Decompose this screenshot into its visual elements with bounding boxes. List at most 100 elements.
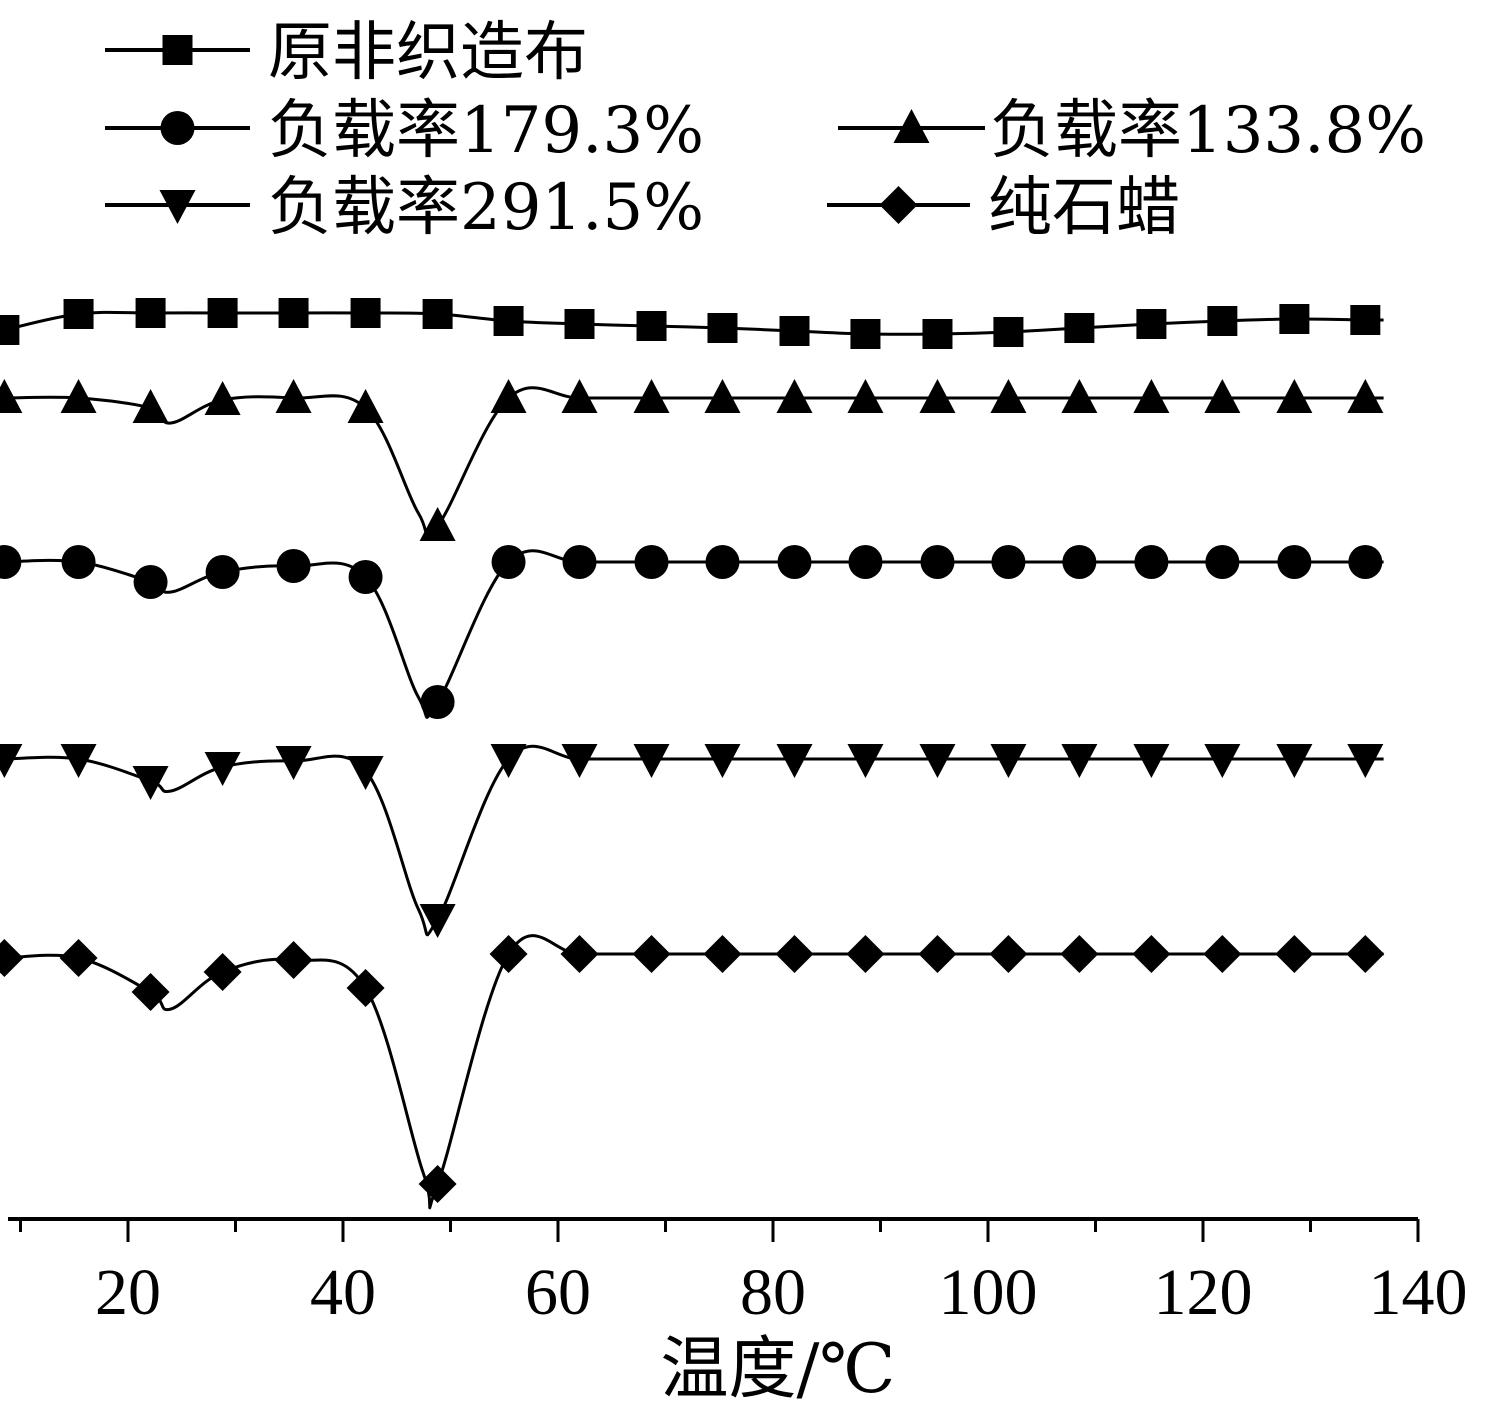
circle-marker (1348, 545, 1383, 579)
x-tick-label: 120 (1154, 1256, 1253, 1329)
diamond-marker (0, 939, 24, 977)
circle-marker (276, 549, 311, 583)
legend-triangle-down-marker (159, 190, 196, 224)
x-tick-label: 80 (740, 1256, 806, 1329)
triangle-down-marker (1347, 744, 1384, 778)
square-marker (422, 299, 453, 329)
legend-label: 纯石蜡 (988, 171, 1180, 245)
x-tick-label: 140 (1369, 1256, 1468, 1329)
diamond-marker (274, 941, 313, 979)
square-marker (564, 309, 595, 339)
diamond-marker (418, 1165, 457, 1203)
circle-marker (634, 545, 669, 579)
triangle-down-marker (847, 744, 884, 778)
legend-label: 负载率179.3% (268, 94, 704, 168)
legend-diamond-marker (879, 186, 918, 224)
triangle-down-marker (0, 744, 23, 778)
circle-marker (133, 565, 168, 599)
triangle-down-marker (990, 744, 1027, 778)
legend-entry: 原非织造布 (105, 16, 588, 90)
diamond-marker (989, 935, 1028, 973)
triangle-down-marker (919, 744, 956, 778)
triangle-up-marker (847, 379, 884, 413)
diamond-marker (131, 973, 170, 1011)
square-marker (993, 317, 1024, 347)
circle-marker (491, 545, 526, 579)
triangle-up-marker (132, 389, 169, 423)
square-marker (707, 313, 738, 343)
legend-label: 负载率291.5% (268, 171, 704, 245)
triangle-up-marker (1276, 379, 1313, 413)
diamond-marker (1132, 935, 1171, 973)
square-marker (493, 306, 524, 336)
triangle-up-marker (1133, 379, 1170, 413)
triangle-up-marker (1204, 379, 1241, 413)
legend-entry: 负载率291.5% (105, 171, 704, 245)
series-triangle-up (0, 379, 1384, 541)
series-square (0, 298, 1384, 349)
triangle-down-marker (704, 744, 741, 778)
triangle-down-marker (347, 756, 384, 790)
square-marker (922, 319, 953, 349)
triangle-down-marker (633, 744, 670, 778)
circle-marker (0, 545, 22, 579)
triangle-down-marker (204, 752, 241, 786)
triangle-down-marker (1276, 744, 1313, 778)
triangle-down-marker (60, 744, 97, 778)
legend-entry: 纯石蜡 (827, 171, 1180, 245)
triangle-up-marker (990, 379, 1027, 413)
diamond-marker (1346, 935, 1385, 973)
square-marker (135, 298, 166, 328)
legend-label: 原非织造布 (268, 16, 588, 90)
triangle-down-marker (490, 744, 527, 778)
x-tick-label: 60 (525, 1256, 591, 1329)
triangle-down-marker (776, 744, 813, 778)
circle-marker (991, 545, 1026, 579)
circle-marker (420, 685, 455, 719)
diamond-marker (1203, 935, 1242, 973)
triangle-up-marker (919, 379, 956, 413)
triangle-up-marker (633, 379, 670, 413)
legend-entry: 负载率133.8% (838, 94, 1426, 168)
triangle-down-marker (1061, 744, 1098, 778)
triangle-up-marker (0, 379, 23, 413)
series-triangle-down (0, 744, 1384, 938)
circle-marker (1277, 545, 1312, 579)
triangle-up-marker (419, 507, 456, 541)
circle-marker (61, 545, 96, 579)
diamond-marker (918, 935, 957, 973)
circle-marker (777, 545, 812, 579)
triangle-down-marker (561, 744, 598, 778)
x-tick-label: 100 (939, 1256, 1038, 1329)
diamond-marker (775, 935, 814, 973)
triangle-up-marker (490, 379, 527, 413)
triangle-up-marker (347, 389, 384, 423)
square-marker (850, 319, 881, 349)
triangle-up-marker (204, 381, 241, 415)
square-marker (1207, 306, 1238, 336)
triangle-up-marker (704, 379, 741, 413)
plot-area (0, 298, 1385, 1210)
circle-marker (1205, 545, 1240, 579)
square-marker (1064, 313, 1095, 343)
diamond-marker (1275, 935, 1314, 973)
legend-triangle-up-marker (893, 109, 930, 143)
triangle-down-marker (1133, 744, 1170, 778)
triangle-down-marker (132, 766, 169, 800)
x-axis-label: 温度/℃ (661, 1330, 896, 1409)
triangle-up-marker (1061, 379, 1098, 413)
circle-marker (205, 555, 240, 589)
triangle-down-marker (419, 904, 456, 938)
legend-square-marker (162, 35, 193, 65)
square-marker (278, 298, 309, 328)
circle-marker (705, 545, 740, 579)
series-diamond (0, 934, 1385, 1210)
x-tick-label: 20 (95, 1256, 161, 1329)
legend-entry: 负载率179.3% (105, 94, 704, 168)
diamond-marker (703, 935, 742, 973)
triangle-up-marker (776, 379, 813, 413)
square-marker (1279, 304, 1310, 334)
diamond-marker (1060, 935, 1099, 973)
